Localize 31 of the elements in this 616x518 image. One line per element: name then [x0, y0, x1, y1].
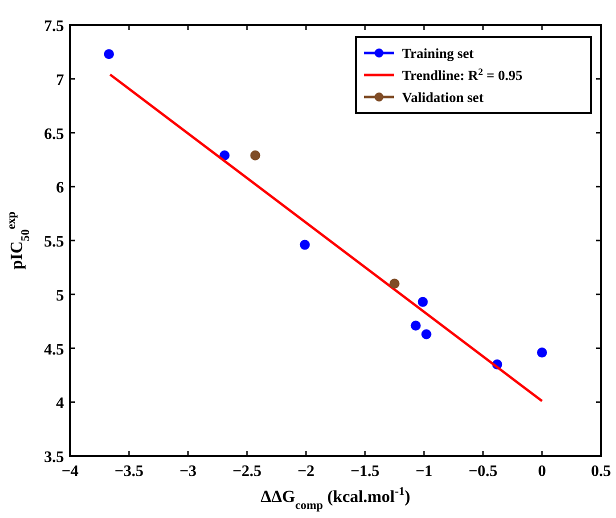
legend-label: Training set — [402, 47, 474, 62]
x-tick-label: −4 — [61, 463, 79, 480]
y-tick-label: 5 — [56, 287, 64, 304]
y-tick-label: 7.5 — [44, 18, 64, 35]
x-tick-label: −3.5 — [114, 463, 144, 480]
y-tick-label: 3.5 — [44, 449, 64, 466]
y-tick-label: 6 — [56, 180, 64, 197]
point — [421, 329, 432, 340]
legend-label: Validation set — [402, 91, 484, 106]
point — [410, 320, 421, 331]
x-tick-label: −1 — [415, 463, 433, 480]
x-tick-label: −3 — [179, 463, 197, 480]
x-tick-label: −2 — [297, 463, 315, 480]
y-tick-label: 5.5 — [44, 234, 64, 250]
point — [104, 49, 114, 60]
x-axis-title: ΔΔG$_{comp}$ (kcal.mol$^{-1}$) — [260, 484, 410, 512]
x-tick-label: −1.5 — [350, 463, 380, 480]
y-tick-label: 6.5 — [44, 126, 64, 143]
legend-label: Trendline: R$^{2}$ = 0.95 — [402, 66, 522, 84]
point — [537, 348, 547, 358]
x-tick-label: 0.5 — [591, 463, 611, 480]
x-tick-label: −2.5 — [232, 463, 262, 480]
point — [250, 150, 260, 160]
y-tick-label: 7 — [56, 72, 64, 89]
point — [418, 296, 428, 307]
x-tick-label: −0.5 — [468, 463, 498, 480]
y-tick-label: 4 — [56, 395, 64, 412]
y-tick-label: 4.5 — [44, 341, 64, 358]
x-tick-label: 0 — [538, 463, 546, 480]
point — [300, 240, 310, 250]
point — [390, 278, 400, 289]
